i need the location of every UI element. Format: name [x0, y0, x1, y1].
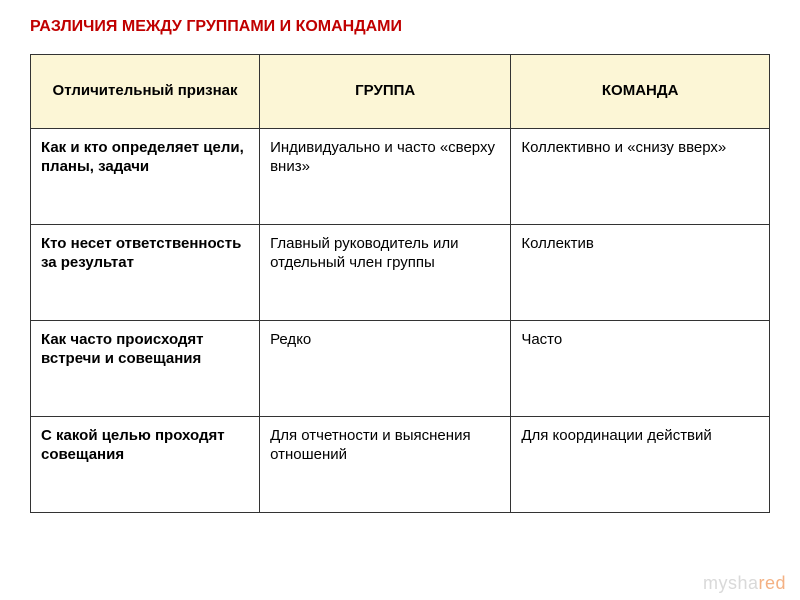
table-row: С какой целью проходят совещания Для отч… — [31, 417, 770, 513]
col-header-group: ГРУППА — [260, 55, 511, 129]
cell-group: Главный руководитель или отдельный член … — [260, 225, 511, 321]
watermark-text: mysha — [703, 573, 759, 593]
col-header-feature: Отличительный признак — [31, 55, 260, 129]
cell-feature: Кто несет ответственность за результат — [31, 225, 260, 321]
table-row: Как и кто определяет цели, планы, задачи… — [31, 129, 770, 225]
cell-team: Коллектив — [511, 225, 770, 321]
cell-team: Коллективно и «снизу вверх» — [511, 129, 770, 225]
cell-feature: Как и кто определяет цели, планы, задачи — [31, 129, 260, 225]
table-header-row: Отличительный признак ГРУППА КОМАНДА — [31, 55, 770, 129]
cell-feature: С какой целью проходят совещания — [31, 417, 260, 513]
cell-feature: Как часто происходят встречи и совещания — [31, 321, 260, 417]
cell-group: Редко — [260, 321, 511, 417]
cell-group: Индивидуально и часто «сверху вниз» — [260, 129, 511, 225]
watermark-accent: red — [758, 573, 786, 593]
cell-group: Для отчетности и выяснения отношений — [260, 417, 511, 513]
comparison-table: Отличительный признак ГРУППА КОМАНДА Как… — [30, 54, 770, 513]
table-row: Кто несет ответственность за результат Г… — [31, 225, 770, 321]
table-row: Как часто происходят встречи и совещания… — [31, 321, 770, 417]
page-title: РАЗЛИЧИЯ МЕЖДУ ГРУППАМИ И КОМАНДАМИ — [30, 18, 770, 36]
cell-team: Для координации действий — [511, 417, 770, 513]
watermark: myshared — [703, 573, 786, 594]
col-header-team: КОМАНДА — [511, 55, 770, 129]
cell-team: Часто — [511, 321, 770, 417]
